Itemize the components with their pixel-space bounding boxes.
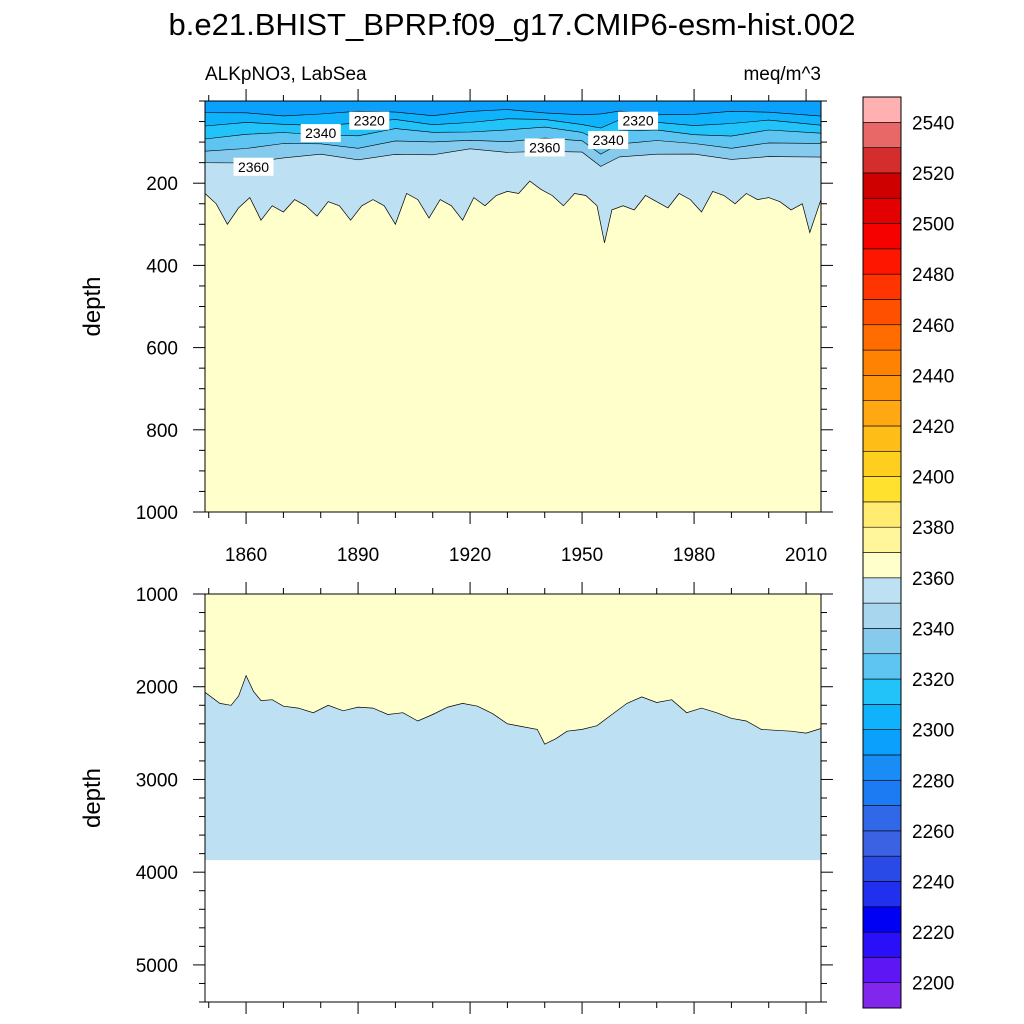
contour-label-box	[588, 131, 629, 150]
contour-label: 2320	[622, 113, 653, 129]
colorbar-swatch	[862, 577, 902, 604]
colorbar-swatch	[862, 248, 902, 275]
colorbar-swatch	[862, 754, 902, 781]
colorbar-swatch	[862, 273, 902, 300]
colorbar-swatch	[862, 450, 902, 477]
colorbar-tick-label: 2460	[912, 316, 954, 337]
colorbar-tick-label: 2480	[912, 265, 954, 286]
level-2380-region	[205, 594, 821, 745]
colorbar-swatch	[862, 349, 902, 376]
colorbar-swatch	[862, 805, 902, 832]
contour-label: 2320	[354, 113, 385, 129]
colorbar-swatch	[862, 400, 902, 427]
y-tick-label: 800	[146, 421, 178, 442]
colorbar-swatch	[862, 172, 902, 199]
colorbar-swatch	[862, 906, 902, 933]
contour-label-box	[233, 157, 274, 176]
level-2300-band	[205, 101, 821, 117]
x-tick-label: 1950	[561, 545, 603, 566]
colorbar-tick-label: 2220	[912, 923, 954, 944]
colorbar-swatch	[862, 147, 902, 174]
colorbar-tick-label: 2320	[912, 670, 954, 691]
contour-label: 2340	[593, 132, 624, 148]
colorbar-tick-label: 2280	[912, 771, 954, 792]
colorbar-tick-label: 2500	[912, 215, 954, 236]
y-tick-label: 600	[146, 339, 178, 360]
colorbar-swatch	[862, 602, 902, 629]
colorbar-swatch	[862, 96, 902, 123]
colorbar-swatch	[862, 729, 902, 756]
colorbar-tick-label: 2400	[912, 468, 954, 489]
colorbar-swatch	[862, 653, 902, 680]
lower-panel: 1000 2000 3000 4000 5000 depth	[79, 582, 833, 1014]
x-tick-label: 1980	[673, 545, 715, 566]
colorbar-tick-label: 2540	[912, 113, 954, 134]
colorbar-swatch	[862, 678, 902, 705]
contour-label: 2360	[529, 139, 560, 155]
contour-label-box	[618, 111, 659, 130]
colorbar: 2200 2220 2240 2260 2280 2300 2320 2340 2360 2380…	[862, 96, 954, 1009]
colorbar-tick-label: 2340	[912, 619, 954, 640]
colorbar-tick-label: 2440	[912, 366, 954, 387]
field-layers	[205, 101, 821, 512]
colorbar-swatch	[862, 299, 902, 326]
colorbar-tick-label: 2420	[912, 417, 954, 438]
units-label: meq/m^3	[743, 64, 821, 85]
colorbar-tick-label: 2200	[912, 974, 954, 995]
colorbar-swatch	[862, 957, 902, 983]
variable-label: ALKpNO3, LabSea	[205, 64, 367, 85]
y-tick-label: 5000	[136, 956, 178, 977]
field-layers	[205, 594, 821, 861]
colorbar-swatch	[862, 476, 902, 503]
contour-label-box	[349, 111, 390, 130]
colorbar-tick-label: 2360	[912, 569, 954, 590]
colorbar-swatch	[862, 375, 902, 401]
colorbar-swatch	[862, 628, 902, 655]
colorbar-swatch	[862, 982, 902, 1009]
colorbar-swatch	[862, 223, 902, 250]
colorbar-swatch	[862, 122, 902, 148]
colorbar-tick-label: 2520	[912, 164, 954, 185]
colorbar-swatch	[862, 552, 902, 579]
y-tick-label: 1000	[136, 503, 178, 524]
y-tick-label: 1000	[136, 585, 178, 606]
x-tick-label: 1920	[449, 545, 491, 566]
colorbar-tick-label: 2300	[912, 721, 954, 742]
colorbar-swatch	[862, 197, 902, 224]
colorbar-tick-label: 2380	[912, 518, 954, 539]
colorbar-tick-label: 2260	[912, 822, 954, 843]
y-tick-label: 3000	[136, 770, 178, 791]
colorbar-swatch	[862, 425, 902, 452]
colorbar-swatch	[862, 501, 902, 528]
colorbar-swatch	[862, 526, 902, 553]
x-tick-label: 2010	[785, 545, 827, 566]
colorbar-frame	[862, 96, 902, 1009]
figure-title: b.e21.BHIST_BPRP.f09_g17.CMIP6-esm-hist.…	[169, 7, 856, 42]
y-tick-label: 2000	[136, 678, 178, 699]
upper-panel: 2360 2340 2320 2360 2340 2320 1860 1890 1920 1950…	[79, 89, 833, 566]
colorbar-swatch	[862, 830, 902, 857]
x-tick-label: 1860	[225, 545, 267, 566]
colorbar-swatch	[862, 779, 902, 806]
x-tick-label: 1890	[337, 545, 379, 566]
contour-label: 2340	[305, 125, 336, 141]
colorbar-swatch	[862, 881, 902, 908]
colorbar-swatch	[862, 704, 902, 730]
contour-label-box	[300, 124, 341, 143]
colorbar-swatch	[862, 931, 902, 958]
colorbar-swatch	[862, 324, 902, 351]
y-tick-label: 400	[146, 256, 178, 277]
y-tick-label: 4000	[136, 863, 178, 884]
y-axis-label: depth	[79, 276, 106, 336]
y-axis-label: depth	[79, 768, 106, 828]
y-tick-label: 200	[146, 174, 178, 195]
contour-label: 2360	[238, 159, 269, 175]
colorbar-tick-label: 2240	[912, 872, 954, 893]
contour-label-box	[524, 138, 565, 157]
colorbar-swatch	[862, 855, 902, 882]
